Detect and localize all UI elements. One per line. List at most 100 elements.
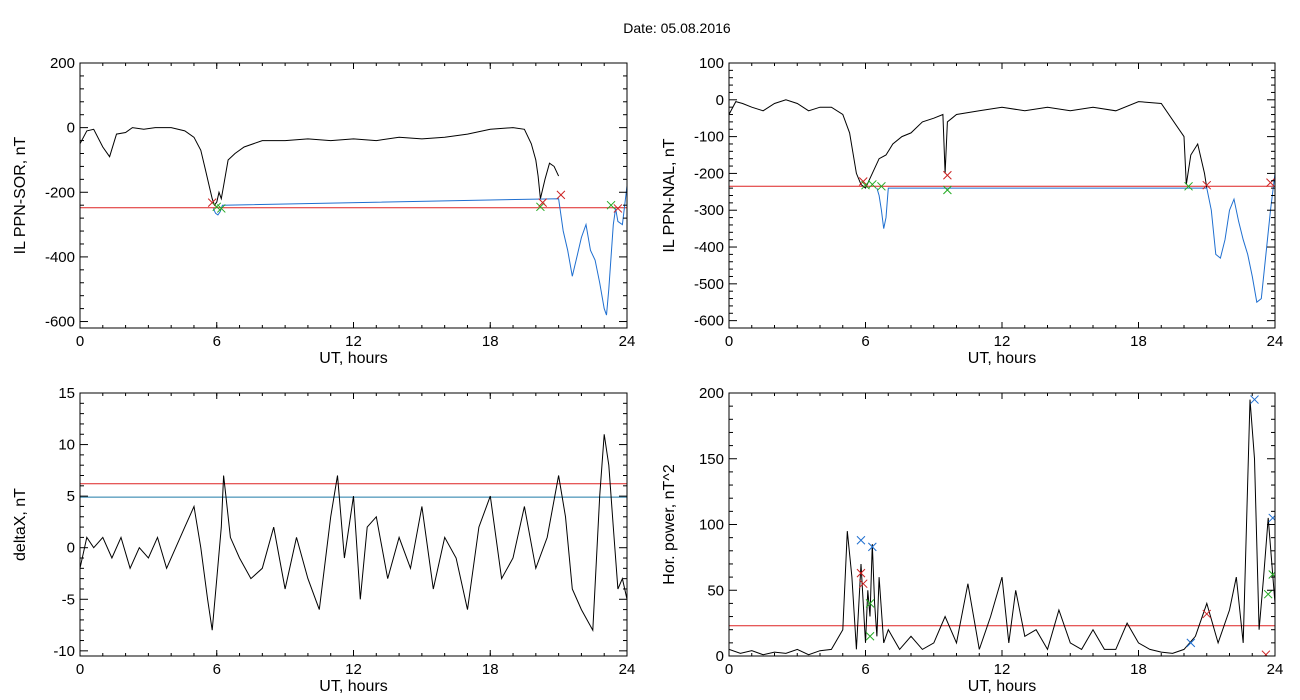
event-marker-9 — [1250, 395, 1259, 404]
event-marker-8 — [613, 204, 623, 213]
event-marker-7 — [1186, 638, 1196, 648]
chart-panel-2: 0 6 12 18 24 -600 -500 -400 -300 -200 -100 0 100 UT, … — [661, 55, 1283, 367]
event-marker-8 — [1202, 180, 1212, 190]
event-marker-5 — [943, 170, 952, 180]
plot-area — [80, 434, 627, 632]
event-marker-3 — [858, 579, 868, 589]
x-tick-label-2: 6 — [861, 333, 869, 350]
series-line-1 — [729, 99, 1208, 189]
y-tick-label-2: -400 — [45, 249, 75, 266]
series-line-1 — [80, 434, 627, 632]
x-tick-label-2: 6 — [213, 333, 221, 350]
x-tick-label-3: 12 — [345, 333, 362, 350]
x-tick-label-1: 0 — [76, 333, 84, 350]
chart-panel-3: 0 6 12 18 24 -10 -5 0 5 10 15 UT, hours deltaX, nT — [12, 385, 635, 695]
y-tick-label-4: -300 — [694, 202, 724, 219]
y-tick-label-7: 0 — [716, 92, 724, 109]
event-marker-7 — [606, 200, 616, 210]
y-tick-label-1: -600 — [694, 313, 724, 330]
x-tick-label-4: 18 — [482, 661, 499, 678]
y-tick-label-5: -200 — [694, 165, 724, 182]
event-marker-11 — [1263, 589, 1273, 599]
plot-area — [80, 127, 627, 316]
plot-frame — [728, 62, 1276, 329]
y-tick-label-4: 5 — [67, 488, 75, 505]
event-marker-8 — [1202, 609, 1212, 619]
event-marker-4 — [536, 202, 545, 212]
y-tick-label-1: 0 — [716, 648, 724, 665]
x-tick-label-3: 12 — [994, 661, 1011, 678]
plot-area — [729, 99, 1275, 304]
plot-frame — [728, 392, 1276, 657]
series-line-1 — [729, 399, 1275, 656]
y-tick-label-6: -100 — [694, 129, 724, 146]
x-axis-label: UT, hours — [319, 350, 387, 367]
x-tick-label-1: 0 — [76, 661, 84, 678]
event-marker-13 — [1268, 570, 1275, 579]
plot-frame — [79, 392, 628, 657]
y-tick-label-5: 10 — [58, 437, 75, 454]
series-line-2 — [876, 173, 1275, 304]
x-tick-label-4: 18 — [1130, 661, 1147, 678]
y-tick-label-5: 200 — [699, 385, 724, 402]
y-tick-label-5: 200 — [50, 55, 75, 72]
series-line-2 — [212, 185, 627, 316]
y-tick-label-4: 0 — [67, 120, 75, 137]
y-tick-label-3: -400 — [694, 239, 724, 256]
event-marker-6 — [556, 190, 566, 200]
y-axis-label: IL PPN-NAL, nT — [661, 138, 678, 252]
y-tick-label-2: -5 — [62, 591, 75, 608]
y-tick-label-1: -10 — [53, 643, 75, 660]
x-tick-label-3: 12 — [345, 661, 362, 678]
x-tick-label-5: 24 — [619, 333, 636, 350]
x-tick-label-4: 18 — [482, 333, 499, 350]
y-tick-label-8: 100 — [699, 55, 724, 72]
event-marker-5 — [867, 542, 877, 552]
event-marker-4 — [865, 599, 875, 608]
y-tick-label-1: -600 — [45, 314, 75, 331]
plot-area — [729, 395, 1275, 656]
event-marker-10 — [1261, 650, 1271, 656]
x-axis-label: UT, hours — [968, 350, 1036, 367]
y-tick-label-2: 50 — [707, 582, 724, 599]
x-tick-label-3: 12 — [994, 333, 1011, 350]
event-marker-9 — [1266, 178, 1275, 187]
y-axis-label: IL PPN-SOR, nT — [12, 136, 29, 254]
event-marker-5 — [538, 198, 548, 207]
y-tick-label-2: -500 — [694, 276, 724, 293]
x-tick-label-1: 0 — [725, 661, 733, 678]
x-tick-label-4: 18 — [1130, 333, 1147, 350]
y-axis-label: Hor. power, nT^2 — [661, 464, 678, 585]
x-tick-label-2: 6 — [861, 661, 869, 678]
event-marker-7 — [1184, 181, 1193, 191]
x-tick-label-5: 24 — [1267, 661, 1284, 678]
figure-title: Date: 05.08.2016 — [623, 20, 731, 36]
event-marker-2 — [861, 180, 870, 190]
event-marker-1 — [856, 535, 866, 545]
x-axis-label: UT, hours — [968, 678, 1036, 695]
event-marker-6 — [943, 185, 952, 195]
event-marker-2 — [856, 568, 866, 578]
y-tick-label-3: 100 — [699, 517, 724, 534]
x-tick-label-2: 6 — [213, 661, 221, 678]
y-tick-label-3: -200 — [45, 184, 75, 201]
x-tick-label-1: 0 — [725, 333, 733, 350]
x-tick-label-5: 24 — [619, 661, 636, 678]
series-line-1 — [80, 127, 560, 207]
event-marker-3 — [867, 180, 877, 189]
x-axis-label: UT, hours — [319, 678, 387, 695]
y-tick-label-6: 15 — [58, 385, 75, 402]
chart-panel-4: 0 6 12 18 24 0 50 100 150 200 UT, hours Hor. power,… — [661, 385, 1283, 695]
event-marker-4 — [877, 181, 886, 191]
y-axis-label: deltaX, nT — [12, 488, 29, 561]
event-marker-3 — [216, 204, 226, 213]
y-tick-label-3: 0 — [67, 540, 75, 557]
event-marker-6 — [865, 631, 875, 641]
plot-frame — [79, 62, 628, 329]
event-marker-12 — [1268, 513, 1275, 523]
chart-panels: 0 6 12 18 24 -600 -400 -200 0 200 UT, hours IL PPN-… — [12, 55, 1283, 695]
event-marker-2 — [212, 202, 222, 212]
x-tick-label-5: 24 — [1267, 333, 1284, 350]
chart-panel-1: 0 6 12 18 24 -600 -400 -200 0 200 UT, hours IL PPN-… — [12, 55, 635, 367]
